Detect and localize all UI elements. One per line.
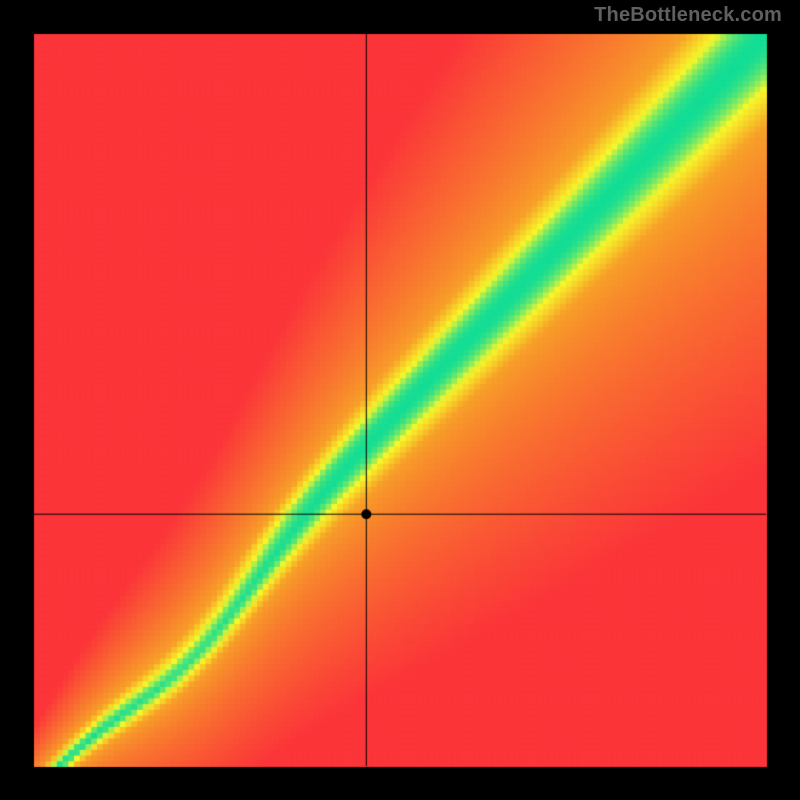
bottleneck-heatmap (0, 0, 800, 800)
chart-wrapper: TheBottleneck.com (0, 0, 800, 800)
watermark-text: TheBottleneck.com (594, 4, 782, 27)
